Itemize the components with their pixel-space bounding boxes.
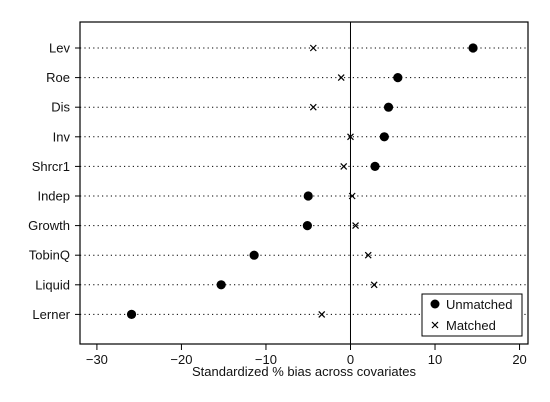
- matched-point-dis: [309, 103, 317, 111]
- covariate-label-roe: Roe: [46, 70, 70, 85]
- x-tick-label-1: −20: [170, 352, 192, 367]
- covariate-label-shrcr1: Shrcr1: [32, 159, 70, 174]
- legend-matched-label: Matched: [446, 318, 496, 333]
- covariate-label-growth: Growth: [28, 218, 70, 233]
- covariate-label-dis: Dis: [51, 100, 70, 115]
- covariate-label-lev: Lev: [49, 41, 70, 56]
- matched-point-liquid: [370, 281, 378, 289]
- unmatched-point-roe: [393, 73, 403, 83]
- unmatched-point-lev: [468, 43, 478, 53]
- x-axis-title: Standardized % bias across covariates: [192, 364, 417, 379]
- plot-frame: [79, 21, 529, 345]
- matched-point-tobinq: [364, 251, 372, 259]
- unmatched-point-growth: [302, 221, 312, 231]
- matched-point-indep: [348, 192, 356, 200]
- covariate-label-inv: Inv: [53, 129, 71, 144]
- matched-point-lerner: [318, 310, 326, 318]
- legend-box: [421, 293, 523, 337]
- unmatched-point-dis: [383, 102, 394, 112]
- covariate-label-tobinq: TobinQ: [29, 248, 70, 263]
- unmatched-point-liquid: [216, 280, 226, 290]
- grid-lines: [75, 47, 528, 315]
- legend-unmatched-marker: [430, 299, 440, 309]
- covariate-label-lerner: Lerner: [32, 307, 70, 322]
- matched-point-roe: [337, 74, 345, 82]
- legend: Unmatched Matched: [421, 293, 523, 337]
- covariate-labels: Lev Roe Dis Inv Shrcr1 Indep Growth TobinQ Liqui…: [28, 41, 71, 322]
- legend-matched-marker: [431, 321, 439, 329]
- unmatched-point-lerner: [126, 309, 137, 319]
- unmatched-point-inv: [379, 132, 389, 142]
- unmatched-point-tobinq: [249, 250, 259, 260]
- x-tick-label-5: 20: [512, 352, 526, 367]
- matched-point-lev: [309, 44, 317, 52]
- x-axis: −30 −20 −10 0 10 20: [86, 344, 527, 367]
- matched-point-shrcr1: [340, 162, 348, 170]
- x-tick-label-4: 10: [428, 352, 442, 367]
- matched-point-growth: [352, 222, 359, 230]
- x-tick-label-2: −10: [255, 352, 277, 367]
- covariate-label-liquid: Liquid: [35, 277, 70, 292]
- x-tick-label-0: −30: [86, 352, 108, 367]
- x-tick-label-3: 0: [347, 352, 354, 367]
- legend-unmatched-label: Unmatched: [446, 297, 512, 312]
- unmatched-point-shrcr1: [370, 161, 380, 171]
- matched-point-inv: [347, 133, 354, 141]
- unmatched-point-indep: [303, 191, 313, 201]
- covariate-label-indep: Indep: [37, 189, 70, 204]
- markers: [126, 43, 478, 319]
